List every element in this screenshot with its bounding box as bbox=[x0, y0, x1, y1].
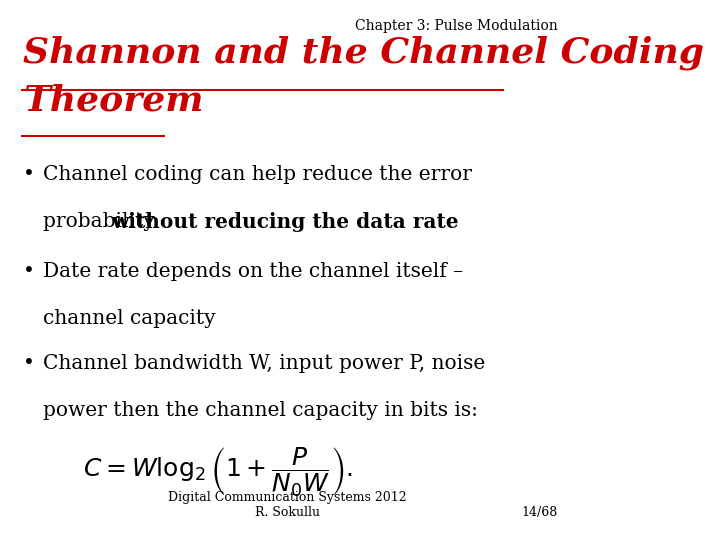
Text: •: • bbox=[23, 262, 35, 281]
Text: Channel coding can help reduce the error: Channel coding can help reduce the error bbox=[43, 165, 472, 184]
Text: Theorem: Theorem bbox=[23, 84, 204, 118]
Text: $C = W\log_2\left(1+\dfrac{P}{N_0 W}\right).$: $C = W\log_2\left(1+\dfrac{P}{N_0 W}\rig… bbox=[84, 446, 354, 498]
Text: 14/68: 14/68 bbox=[521, 507, 557, 519]
Text: Shannon and the Channel Coding: Shannon and the Channel Coding bbox=[23, 35, 704, 70]
Text: probability: probability bbox=[43, 212, 161, 231]
Text: Channel bandwidth W, input power P, noise: Channel bandwidth W, input power P, nois… bbox=[43, 354, 485, 373]
Text: •: • bbox=[23, 165, 35, 184]
Text: power then the channel capacity in bits is:: power then the channel capacity in bits … bbox=[43, 401, 478, 420]
Text: Date rate depends on the channel itself –: Date rate depends on the channel itself … bbox=[43, 262, 463, 281]
Text: Chapter 3: Pulse Modulation: Chapter 3: Pulse Modulation bbox=[355, 19, 557, 33]
Text: channel capacity: channel capacity bbox=[43, 309, 216, 328]
Text: without reducing the data rate: without reducing the data rate bbox=[111, 212, 459, 232]
Text: Digital Communication Systems 2012
R. Sokullu: Digital Communication Systems 2012 R. So… bbox=[168, 491, 407, 519]
Text: •: • bbox=[23, 354, 35, 373]
